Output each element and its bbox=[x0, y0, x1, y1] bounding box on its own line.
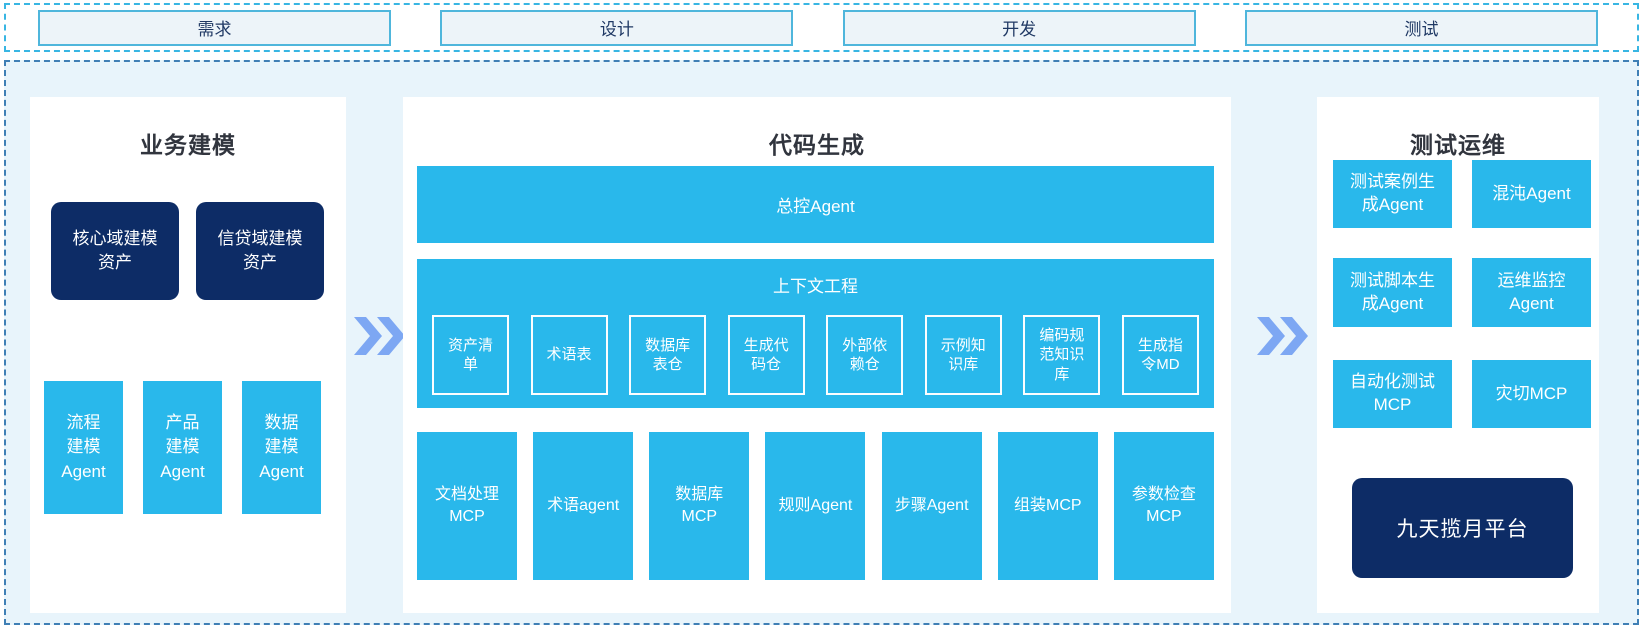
flow-arrow-icon bbox=[1256, 317, 1308, 355]
glossary-agent-box: 术语agent bbox=[533, 432, 634, 580]
process-modeling-agent-box: 流程 建模 Agent bbox=[44, 381, 123, 514]
chaos-agent-box: 混沌Agent bbox=[1472, 160, 1591, 228]
master-control-agent-bar: 总控Agent bbox=[417, 166, 1214, 243]
main-container: 业务建模 核心域建模 资产 信贷域建模 资产 流程 建模 Agent 产品 建模… bbox=[4, 60, 1639, 625]
phase-label: 开发 bbox=[1002, 20, 1037, 39]
test-script-gen-agent-box: 测试脚本生 成Agent bbox=[1333, 258, 1452, 327]
data-modeling-agent-box: 数据 建模 Agent bbox=[242, 381, 321, 514]
code-generation-title: 代码生成 bbox=[769, 132, 865, 159]
glossary-box: 术语表 bbox=[530, 315, 608, 395]
generation-instruction-md-box: 生成指 令MD bbox=[1121, 315, 1199, 395]
context-items-row: 资产清 单 术语表 数据库 表仓 生成代 码仓 外部依 赖仓 示例知 识库 编码… bbox=[432, 315, 1199, 395]
phase-box-design: 设计 bbox=[440, 9, 794, 46]
test-ops-title: 测试运维 bbox=[1410, 132, 1506, 159]
doc-processing-mcp-box: 文档处理 MCP bbox=[417, 432, 517, 580]
product-modeling-agent-box: 产品 建模 Agent bbox=[143, 381, 222, 514]
asset-list-box: 资产清 单 bbox=[432, 315, 509, 395]
phase-box-testing: 测试 bbox=[1244, 9, 1598, 46]
code-generation-panel: 代码生成 总控Agent 上下文工程 资产清 单 术语表 数据库 表仓 生成代 … bbox=[403, 97, 1231, 613]
context-engineering-title: 上下文工程 bbox=[773, 277, 858, 296]
assembly-mcp-box: 组装MCP bbox=[997, 432, 1098, 580]
test-ops-panel: 测试运维 测试案例生 成Agent 混沌Agent 测试脚本生 成Agent 运… bbox=[1317, 97, 1599, 613]
automated-test-mcp-box: 自动化测试 MCP bbox=[1333, 360, 1452, 428]
step-agent-box: 步骤Agent bbox=[881, 432, 982, 580]
phase-box-development: 开发 bbox=[842, 9, 1196, 46]
flow-arrow-icon bbox=[353, 317, 405, 355]
core-domain-asset-box: 核心域建模 资产 bbox=[51, 202, 179, 300]
disaster-switch-mcp-box: 灾切MCP bbox=[1472, 360, 1591, 428]
phase-label: 测试 bbox=[1404, 20, 1439, 39]
database-mcp-box: 数据库 MCP bbox=[649, 432, 750, 580]
ops-monitoring-agent-box: 运维监控 Agent bbox=[1472, 258, 1591, 327]
generated-code-repo-box: 生成代 码仓 bbox=[727, 315, 805, 395]
test-case-gen-agent-box: 测试案例生 成Agent bbox=[1333, 160, 1452, 228]
phase-box-requirements: 需求 bbox=[38, 9, 391, 46]
phase-label: 设计 bbox=[599, 20, 634, 39]
mcp-agent-row: 文档处理 MCP 术语agent 数据库 MCP 规则Agent 步骤Agent… bbox=[417, 432, 1214, 580]
jiutian-lanyue-platform-box: 九天揽月平台 bbox=[1352, 478, 1573, 578]
credit-domain-asset-box: 信贷域建模 资产 bbox=[196, 202, 324, 300]
rule-agent-box: 规则Agent bbox=[765, 432, 866, 580]
phase-bar: 需求 设计 开发 测试 bbox=[4, 3, 1639, 52]
param-check-mcp-box: 参数检查 MCP bbox=[1113, 432, 1214, 580]
coding-standard-kb-box: 编码规 范知识 库 bbox=[1023, 315, 1101, 395]
phase-label: 需求 bbox=[197, 20, 232, 39]
external-dependency-repo-box: 外部依 赖仓 bbox=[826, 315, 904, 395]
business-modeling-panel: 业务建模 核心域建模 资产 信贷域建模 资产 流程 建模 Agent 产品 建模… bbox=[30, 97, 346, 613]
example-knowledge-base-box: 示例知 识库 bbox=[924, 315, 1002, 395]
business-modeling-title: 业务建模 bbox=[140, 132, 236, 159]
context-engineering-box: 上下文工程 资产清 单 术语表 数据库 表仓 生成代 码仓 外部依 赖仓 示例知… bbox=[417, 259, 1214, 408]
db-table-repo-box: 数据库 表仓 bbox=[629, 315, 707, 395]
